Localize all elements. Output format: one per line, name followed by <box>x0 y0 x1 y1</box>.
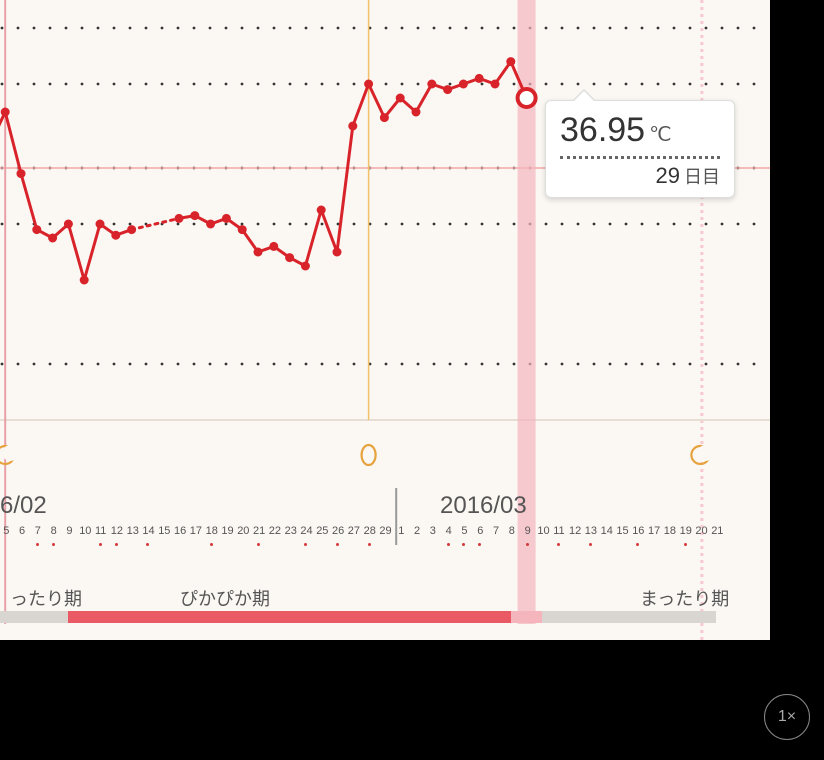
day-label: 13 <box>127 525 139 537</box>
day-label: 20 <box>237 525 249 537</box>
tooltip-temp-value: 36.95 <box>560 111 645 149</box>
stage: 6/022016/03 5678910111213141516171819202… <box>0 0 824 760</box>
day-label: 15 <box>158 525 170 537</box>
day-label: 1 <box>398 525 404 537</box>
day-label: 17 <box>190 525 202 537</box>
day-label: 19 <box>221 525 233 537</box>
day-label: 22 <box>269 525 281 537</box>
phase-segment <box>542 611 716 623</box>
day-label: 8 <box>51 525 57 537</box>
day-label: 18 <box>664 525 676 537</box>
day-label: 18 <box>206 525 218 537</box>
day-label: 26 <box>332 525 344 537</box>
tooltip-day-value: 29 <box>656 163 680 188</box>
tooltip-temp-unit: ℃ <box>649 124 671 146</box>
day-label: 16 <box>632 525 644 537</box>
day-label: 14 <box>142 525 154 537</box>
zoom-button[interactable]: 1× <box>764 694 810 740</box>
temperature-tooltip: 36.95℃ 29日目 <box>545 100 735 198</box>
phase-segment <box>511 611 543 623</box>
day-label: 12 <box>111 525 123 537</box>
month-label: 2016/03 <box>440 492 527 520</box>
month-label: 6/02 <box>0 492 47 520</box>
day-label: 29 <box>379 525 391 537</box>
day-label: 10 <box>79 525 91 537</box>
phase-label: まったり期 <box>640 585 729 611</box>
tooltip-divider <box>560 156 720 159</box>
day-labels: 5678910111213141516171819202122232425262… <box>0 525 770 555</box>
day-label: 2 <box>414 525 420 537</box>
day-label: 6 <box>477 525 483 537</box>
day-label: 13 <box>585 525 597 537</box>
day-label: 5 <box>461 525 467 537</box>
day-label: 16 <box>174 525 186 537</box>
day-label: 4 <box>446 525 452 537</box>
day-label: 7 <box>493 525 499 537</box>
phase-segment <box>0 611 68 623</box>
day-label: 12 <box>569 525 581 537</box>
day-label: 21 <box>711 525 723 537</box>
day-label: 6 <box>19 525 25 537</box>
day-label: 10 <box>537 525 549 537</box>
phase-bar <box>0 611 770 623</box>
day-label: 14 <box>601 525 613 537</box>
phase-segment <box>68 611 510 623</box>
zoom-label: 1× <box>778 708 796 726</box>
day-label: 9 <box>525 525 531 537</box>
month-labels: 6/02 2016/03 <box>0 492 770 522</box>
day-label: 9 <box>66 525 72 537</box>
day-label: 17 <box>648 525 660 537</box>
day-label: 27 <box>348 525 360 537</box>
phase-label: ぴかぴか期 <box>180 585 270 611</box>
tooltip-day-unit: 日目 <box>684 167 720 187</box>
day-label: 5 <box>3 525 9 537</box>
day-label: 19 <box>680 525 692 537</box>
day-label: 15 <box>616 525 628 537</box>
chart-panel[interactable]: 6/022016/03 5678910111213141516171819202… <box>0 0 770 640</box>
day-label: 11 <box>553 525 564 537</box>
day-label: 8 <box>509 525 515 537</box>
day-label: 25 <box>316 525 328 537</box>
phase-label: ったり期 <box>10 585 82 611</box>
day-label: 7 <box>35 525 41 537</box>
day-label: 11 <box>95 525 106 537</box>
day-label: 21 <box>253 525 265 537</box>
day-label: 3 <box>430 525 436 537</box>
day-label: 24 <box>300 525 312 537</box>
day-label: 20 <box>695 525 707 537</box>
day-label: 23 <box>285 525 297 537</box>
day-label: 28 <box>364 525 376 537</box>
